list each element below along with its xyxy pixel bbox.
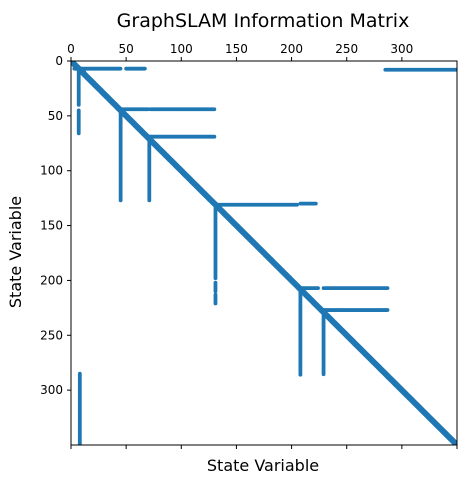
x-tick-label: 50: [119, 42, 134, 56]
y-tick-label: 0: [55, 54, 63, 68]
y-tick-label: 200: [40, 273, 63, 287]
diagonal-band: [71, 61, 457, 445]
x-tick-label: 100: [170, 42, 193, 56]
x-tick-label: 300: [390, 42, 413, 56]
x-tick-label: 0: [67, 42, 75, 56]
plot-area: 0 50 100 150 200 250 300 0 50 100 150 200 250 300: [40, 42, 458, 449]
y-tick-label: 300: [40, 383, 63, 397]
y-axis-label: State Variable: [6, 196, 25, 308]
chart-title: GraphSLAM Information Matrix: [117, 10, 410, 32]
x-tick-label: 250: [335, 42, 358, 56]
y-tick-label: 100: [40, 164, 63, 178]
y-tick-label: 50: [48, 109, 63, 123]
y-tick-label: 250: [40, 328, 63, 342]
plot-frame: [70, 60, 458, 446]
x-axis-label: State Variable: [207, 456, 319, 475]
sparsity-segment: [73, 62, 87, 74]
x-tick-label: 150: [225, 42, 248, 56]
y-tick-label: 150: [40, 219, 63, 233]
marks-group: [71, 61, 457, 445]
x-tick-label: 200: [280, 42, 303, 56]
